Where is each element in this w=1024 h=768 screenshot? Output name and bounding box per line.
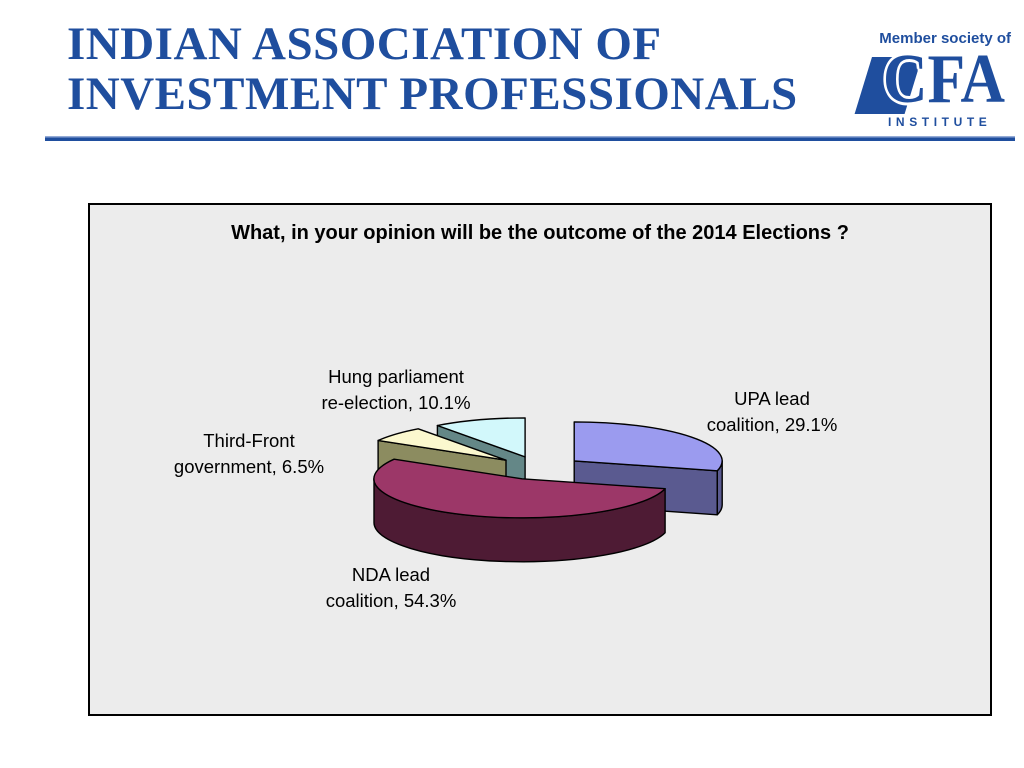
header-divider-rule bbox=[45, 136, 1015, 141]
cfa-logo-institute-text: INSTITUTE bbox=[888, 115, 992, 129]
slice-label-line: NDA lead bbox=[351, 564, 431, 585]
pie-slice-top-upa-lead-coalition bbox=[573, 421, 723, 472]
slice-label-hung-parliament: Hung parliament re-election, 10.1% bbox=[321, 364, 470, 416]
slice-label-line: coalition, 54.3% bbox=[325, 590, 457, 611]
chart-title: What, in your opinion will be the outcom… bbox=[231, 222, 849, 244]
slice-label-nda: NDA lead coalition, 54.3% bbox=[326, 562, 457, 614]
slice-label-line: coalition, 29.1% bbox=[706, 414, 838, 435]
cfa-logo-letter-c: C bbox=[883, 41, 928, 118]
cfa-logo-letters: CFA bbox=[883, 45, 1005, 115]
pie-slice-top-nda-lead-coalition bbox=[373, 458, 666, 519]
slice-label-line: Third-Front bbox=[203, 430, 295, 451]
org-name-line2: INVESTMENT PROFESSIONALS bbox=[67, 68, 798, 120]
org-name-line1: INDIAN ASSOCIATION OF bbox=[67, 18, 662, 70]
slice-label-line: Hung parliament bbox=[328, 366, 464, 387]
pie-slice-top-third-front-government bbox=[377, 428, 507, 461]
chart-area: What, in your opinion will be the outcom… bbox=[88, 203, 992, 716]
pie-slice-top-hung-parliament-re-election bbox=[436, 417, 526, 458]
slice-label-third-front: Third-Front government, 6.5% bbox=[174, 428, 324, 480]
slice-label-upa: UPA lead coalition, 29.1% bbox=[707, 386, 838, 438]
member-society-text: Member society of bbox=[879, 30, 1011, 47]
org-name: INDIAN ASSOCIATION OF INVESTMENT PROFESS… bbox=[67, 19, 798, 119]
slice-label-line: UPA lead bbox=[734, 388, 810, 409]
slice-label-line: government, 6.5% bbox=[173, 456, 325, 477]
cfa-logo-letters-fa: FA bbox=[927, 41, 1006, 118]
slice-label-line: re-election, 10.1% bbox=[321, 392, 471, 413]
pie-chart-canvas bbox=[373, 417, 723, 563]
cfa-institute-logo: CFA INSTITUTE bbox=[852, 45, 1018, 129]
